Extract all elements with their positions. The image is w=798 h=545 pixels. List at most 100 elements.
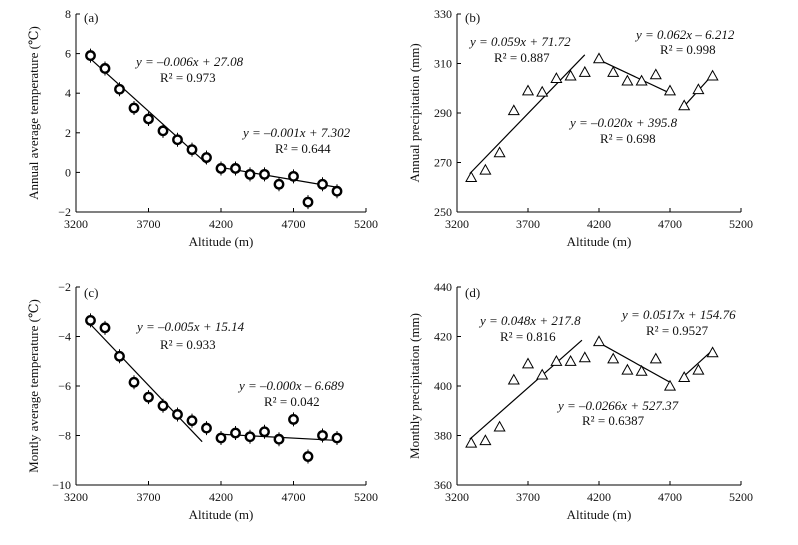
- data-point: [692, 83, 705, 95]
- x-tick-label: 5200: [354, 217, 378, 231]
- y-tick-label: 310: [434, 57, 452, 71]
- fit-equation: y = 0.048x + 217.8: [478, 313, 581, 328]
- data-point: [302, 196, 314, 208]
- data-point: [99, 63, 111, 74]
- data-point: [536, 368, 549, 380]
- data-point: [536, 85, 549, 97]
- data-point: [85, 315, 96, 326]
- panel-tag: (d): [465, 285, 480, 300]
- data-point: [564, 69, 577, 81]
- fit-r2: R² = 0.887: [494, 50, 550, 65]
- y-tick-label: 2: [65, 126, 71, 140]
- x-tick-label: 3700: [516, 217, 540, 231]
- x-tick-label: 4200: [209, 217, 233, 231]
- data-point: [578, 351, 591, 363]
- y-axis-label: Annual average temperature (℃): [26, 26, 41, 200]
- fit-equation: y = –0.000x – 6.689: [237, 378, 344, 393]
- data-point: [201, 422, 212, 434]
- data-point: [521, 357, 535, 369]
- data-point: [259, 168, 270, 180]
- x-tick-label: 4200: [587, 490, 611, 504]
- y-tick-label: 330: [434, 7, 452, 21]
- x-axis-label: Altitude (m): [567, 234, 632, 249]
- data-point: [635, 74, 648, 86]
- data-point: [273, 178, 285, 190]
- x-tick-label: 4700: [658, 490, 682, 504]
- data-point: [706, 346, 719, 358]
- panel-a: 3200 3700 4200 4700 5200 −2 0 2 4 6 8 Altitude (m) A…: [26, 7, 378, 249]
- x-tick-label: 5200: [354, 490, 378, 504]
- y-axis-label: Annual precipitation (mm): [407, 43, 422, 182]
- x-axis-label: Altitude (m): [189, 234, 254, 249]
- data-point: [273, 433, 285, 445]
- data-point: [592, 335, 606, 347]
- x-tick-label: 3700: [137, 490, 161, 504]
- y-tick-label: 8: [65, 7, 71, 21]
- data-point: [114, 83, 125, 95]
- data-point: [244, 168, 256, 180]
- y-axis-label: Montly average temperature (℃): [26, 299, 41, 473]
- y-tick-label: 380: [434, 429, 452, 443]
- data-point: [649, 68, 662, 80]
- x-tick-label: 3200: [445, 217, 469, 231]
- data-point: [114, 350, 125, 362]
- y-tick-label: −4: [58, 330, 71, 344]
- data-point: [172, 134, 183, 146]
- panel-d: 3200 3700 4200 4700 5200 360 380 400 420 440 Altit…: [407, 280, 753, 522]
- data-point: [678, 99, 691, 111]
- data-point: [331, 185, 343, 197]
- y-tick-label: 6: [65, 47, 71, 61]
- fit-line: [469, 54, 586, 175]
- panel-c: 3200 3700 4200 4700 5200 −10 −8 −6 −4 −2 Altitude …: [26, 280, 378, 522]
- x-tick-label: 5200: [729, 217, 753, 231]
- fit-r2: R² = 0.042: [264, 394, 320, 409]
- x-tick-label: 3700: [516, 490, 540, 504]
- y-tick-label: 270: [434, 156, 452, 170]
- x-tick-label: 4700: [658, 217, 682, 231]
- data-point: [230, 163, 241, 174]
- fit-equation: y = –0.005x + 15.14: [135, 319, 245, 334]
- fit-line: [469, 339, 583, 440]
- data-point: [317, 430, 328, 441]
- data-point: [550, 355, 563, 366]
- x-tick-label: 5200: [729, 490, 753, 504]
- data-point: [479, 434, 492, 446]
- data-point: [157, 400, 169, 412]
- x-tick-label: 4200: [209, 490, 233, 504]
- fit-r2: R² = 0.698: [600, 131, 656, 146]
- data-point: [550, 72, 563, 84]
- data-point: [259, 426, 270, 438]
- fit-r2: R² = 0.973: [160, 70, 216, 85]
- data-point: [649, 352, 662, 364]
- y-tick-label: −8: [58, 429, 71, 443]
- fit-line: [598, 342, 671, 383]
- data-point: [521, 84, 535, 96]
- data-point: [215, 163, 227, 174]
- data-point: [157, 125, 169, 137]
- data-point: [128, 102, 140, 114]
- data-point: [493, 420, 506, 432]
- panel-tag: (a): [84, 10, 98, 25]
- data-point: [230, 427, 241, 439]
- data-point: [692, 363, 705, 375]
- data-point: [564, 355, 577, 366]
- y-tick-label: 0: [65, 165, 71, 179]
- panel-tag: (c): [84, 285, 98, 300]
- y-tick-label: 4: [65, 86, 71, 100]
- panel-b: 3200 3700 4200 4700 5200 250 270 290 310 330 Altit…: [407, 7, 753, 249]
- y-axis-label: Monthly precipitation (mm): [407, 313, 422, 459]
- x-tick-label: 4700: [282, 490, 306, 504]
- y-tick-label: −6: [58, 379, 71, 393]
- data-point: [621, 74, 634, 86]
- fit-r2: R² = 0.6387: [582, 413, 645, 428]
- fit-r2: R² = 0.933: [160, 337, 216, 352]
- fit-equation: y = –0.020x + 395.8: [568, 115, 678, 130]
- fit-r2: R² = 0.9527: [646, 323, 709, 338]
- data-point: [663, 84, 677, 96]
- x-axis-label: Altitude (m): [189, 507, 254, 522]
- panel-tag: (b): [465, 10, 480, 25]
- data-point: [607, 65, 620, 77]
- data-point: [186, 144, 198, 156]
- data-point: [244, 431, 256, 443]
